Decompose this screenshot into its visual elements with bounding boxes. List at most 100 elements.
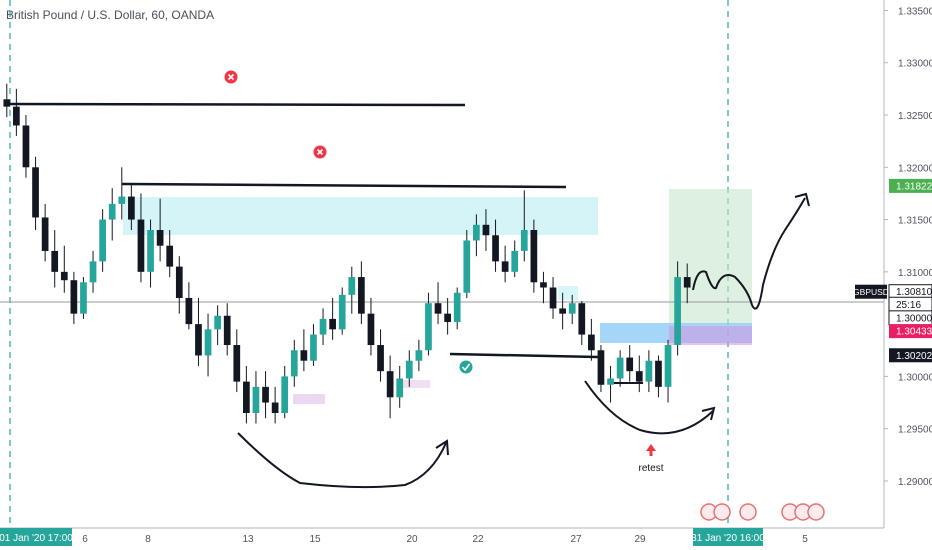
- candle-up: [99, 219, 106, 262]
- price-tag: 1.30433: [889, 324, 932, 339]
- candle-down: [41, 217, 49, 251]
- rounded-bottom-curve-1[interactable]: [237, 432, 447, 489]
- candle-down: [32, 167, 39, 218]
- rounded-bottom-arrowhead-2: [701, 406, 716, 421]
- candle-down: [195, 324, 202, 356]
- candle-down: [492, 235, 499, 262]
- candle-down: [482, 224, 490, 236]
- time-tick-label: 8: [145, 534, 151, 545]
- time-tick-label: 29: [634, 534, 646, 545]
- confirmed-check-icon[interactable]: [459, 360, 473, 374]
- candle-down: [358, 277, 365, 314]
- candle-up: [473, 224, 480, 241]
- candle-down: [588, 334, 595, 351]
- candle-down: [243, 381, 250, 413]
- candle-down: [233, 345, 241, 382]
- resistance-line-1[interactable]: [4, 102, 466, 107]
- projection-path[interactable]: [692, 197, 806, 310]
- candle-down: [683, 277, 691, 288]
- svg-text:31 Jan '20 16:00: 31 Jan '20 16:00: [691, 533, 765, 544]
- candle-down: [300, 350, 308, 361]
- candle-up: [664, 345, 672, 387]
- price-tick-label: 1.31000: [898, 268, 932, 279]
- price-tag: 1.31822: [889, 178, 932, 193]
- current-price-tag-label: 1.30810: [896, 287, 932, 298]
- time-axis-ticks: 6 8 13 15 20 22 27 29 5: [82, 534, 808, 545]
- time-tick-label: 13: [242, 534, 254, 545]
- candle-up: [453, 292, 461, 323]
- time-axis-bg[interactable]: [0, 528, 932, 550]
- rounded-bottom-curve-2[interactable]: [584, 380, 714, 435]
- price-tag-label: 1.31822: [896, 181, 932, 192]
- candle-down: [549, 287, 557, 309]
- time-tick-label: 5: [802, 534, 808, 545]
- candle-up: [310, 334, 317, 361]
- resistance-line-2[interactable]: [121, 182, 567, 189]
- price-tick-label: 1.32500: [898, 111, 932, 122]
- time-tick-label: 22: [472, 534, 484, 545]
- candle-up: [463, 240, 471, 293]
- price-tag: 1.30000: [888, 310, 932, 326]
- small-zone-c: [400, 380, 430, 388]
- candle-down: [530, 230, 538, 283]
- candle-down: [60, 271, 68, 281]
- candle-down: [655, 360, 662, 387]
- candle-up: [645, 360, 653, 382]
- supply-zone[interactable]: [123, 197, 598, 235]
- time-tick-label: 27: [570, 534, 582, 545]
- candle-down: [377, 345, 384, 372]
- candle-up: [118, 196, 126, 204]
- rejected-marker-2[interactable]: [313, 145, 327, 159]
- candle-down: [635, 371, 643, 382]
- price-tick-label: 1.30000: [898, 372, 932, 383]
- small-zone-b: [293, 394, 325, 404]
- candle-up: [405, 360, 413, 379]
- candle-up: [80, 282, 87, 314]
- candle-down: [156, 230, 164, 246]
- candle-up: [616, 357, 624, 379]
- candle-down: [578, 303, 586, 335]
- up-arrow-icon: [646, 444, 656, 456]
- candle-down: [22, 125, 30, 168]
- candle-down: [137, 219, 145, 272]
- symbol-tag-bg: [855, 284, 887, 299]
- candle-down: [444, 313, 451, 323]
- candle-up: [674, 277, 681, 346]
- candle-down: [329, 318, 336, 330]
- candle-up: [425, 303, 432, 351]
- candle-up: [568, 303, 576, 314]
- price-tick-label: 1.33500: [898, 6, 932, 17]
- candle-down: [626, 357, 634, 372]
- candle-up: [108, 203, 116, 220]
- candle-up: [319, 318, 327, 335]
- neckline[interactable]: [449, 352, 599, 359]
- price-tick-label: 1.33000: [898, 59, 932, 70]
- price-tag: 1.30202: [889, 348, 932, 363]
- candle-down: [166, 245, 174, 267]
- price-tag-label: 1.30202: [896, 351, 932, 362]
- price-axis-bg[interactable]: [884, 0, 932, 528]
- candle-down: [175, 266, 183, 298]
- target-zone[interactable]: [669, 189, 752, 324]
- price-tag-label: 1.30000: [896, 313, 932, 324]
- stop-zone[interactable]: [669, 326, 752, 345]
- event-flag-icons[interactable]: [700, 503, 825, 521]
- candle-down: [223, 315, 231, 346]
- candle-up: [415, 350, 423, 361]
- price-tag-label: 1.30433: [896, 327, 932, 338]
- candle-up: [147, 230, 154, 272]
- price-tag-bg: [889, 348, 932, 363]
- candle-down: [128, 196, 135, 220]
- candle-up: [511, 250, 519, 272]
- price-tag: 25:16: [888, 296, 932, 312]
- candle-up: [281, 376, 289, 413]
- time-end-tag: 31 Jan '20 16:00: [691, 528, 765, 546]
- candle-down: [3, 99, 11, 107]
- candle-up: [520, 230, 528, 251]
- symbol-tag-label: GBPUSD: [853, 287, 889, 297]
- small-zone-a: [558, 286, 578, 300]
- rejected-marker-1[interactable]: [224, 70, 238, 84]
- candle-down: [597, 350, 605, 385]
- time-tick-label: 6: [82, 534, 88, 545]
